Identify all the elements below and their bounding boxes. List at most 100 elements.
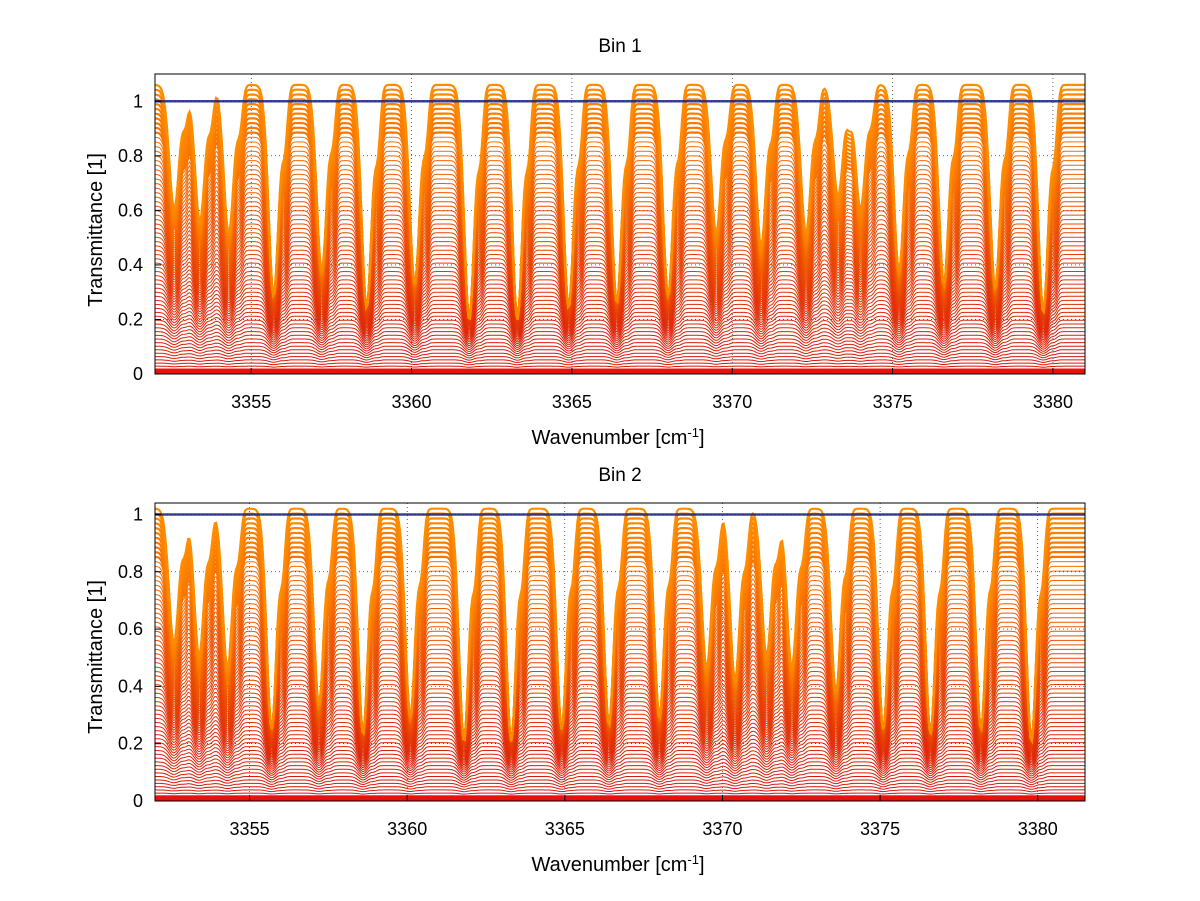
transmittance-curve	[155, 709, 1085, 754]
transmittance-curve	[155, 303, 1085, 335]
transmittance-curve	[155, 287, 1085, 330]
y-tick-label: 0.8	[118, 562, 143, 582]
transmittance-curve	[155, 789, 1085, 793]
transmittance-curve	[155, 323, 1085, 343]
x-tick-label: 3355	[231, 392, 271, 412]
transmittance-curve	[155, 327, 1085, 345]
transmittance-curves	[154, 507, 1085, 801]
transmittance-curve	[155, 717, 1085, 757]
transmittance-curve	[155, 705, 1085, 753]
transmittance-curve	[155, 750, 1085, 769]
chart-title-bin-2: Bin 2	[598, 465, 641, 486]
transmittance-curve	[155, 779, 1085, 786]
transmittance-curve	[154, 653, 1085, 743]
transmittance-curve	[155, 792, 1085, 795]
x-axis-label-bin-1: Wavenumber [cm-1]	[531, 425, 704, 450]
transmittance-curve	[155, 722, 1085, 758]
transmittance-curve	[155, 299, 1085, 334]
x-axis-label-base-bin-1: Wavenumber [cm	[531, 427, 687, 449]
x-tick-label: 3380	[1018, 819, 1058, 839]
transmittance-curve	[155, 746, 1085, 768]
transmittance-curve	[155, 295, 1085, 332]
x-axis-label-sup-bin-1: -1	[687, 425, 699, 440]
transmittance-curve	[155, 776, 1085, 783]
transmittance-curve	[155, 692, 1085, 750]
x-tick-label: 3365	[545, 819, 585, 839]
transmittance-curve	[155, 349, 1085, 357]
x-tick-label: 3370	[702, 819, 742, 839]
transmittance-curve	[155, 345, 1085, 355]
x-tick-label: 3365	[552, 392, 592, 412]
transmittance-curve	[155, 356, 1085, 361]
y-tick-label: 0	[133, 791, 143, 811]
transmittance-curve	[155, 362, 1085, 366]
x-axis-label-close-bin-2: ]	[699, 854, 705, 876]
x-tick-label: 3375	[860, 819, 900, 839]
y-tick-label: 0.8	[118, 146, 143, 166]
y-tick-label: 0.4	[118, 676, 143, 696]
y-tick-label: 0.2	[118, 734, 143, 754]
transmittance-curve	[155, 757, 1085, 773]
transmittance-curve	[155, 319, 1085, 341]
transmittance-curve	[155, 701, 1085, 752]
transmittance-curve	[155, 338, 1085, 350]
transmittance-curve	[155, 688, 1085, 749]
transmittance-curve	[155, 734, 1085, 763]
x-tick-label: 3360	[392, 392, 432, 412]
x-tick-label: 3375	[873, 392, 913, 412]
x-axis-label-base-bin-2: Wavenumber [cm	[531, 854, 687, 876]
chart-panel-bin-1: Bin 1 0 0.2 0.4 0.6 0.8 1 3355 3360 3365 3370 3375…	[85, 36, 1086, 450]
x-tick-label: 3360	[387, 819, 427, 839]
transmittance-curve	[155, 772, 1085, 781]
transmittance-curve	[155, 768, 1085, 779]
y-tick-label: 0.4	[118, 255, 143, 275]
transmittance-curve	[155, 753, 1085, 771]
transmittance-curve	[155, 782, 1085, 788]
transmittance-curve	[154, 679, 1085, 747]
y-tick-label: 1	[133, 91, 143, 111]
x-axis-label-close-bin-1: ]	[699, 427, 705, 449]
transmittance-curve	[154, 696, 1085, 751]
y-axis-label-bin-2: Transmittance [1]	[85, 580, 107, 734]
y-tick-label: 1	[133, 504, 143, 524]
axes-frame	[154, 73, 1086, 375]
transmittance-curve	[155, 761, 1085, 775]
transmittance-curve	[155, 331, 1085, 347]
x-axis-label-bin-2: Wavenumber [cm-1]	[531, 852, 704, 877]
transmittance-curve	[154, 742, 1085, 766]
plot-area-bin-2: 0 0.2 0.4 0.6 0.8 1 3355 3360 3365 3370 3375 3380	[118, 502, 1086, 839]
transmittance-curve	[154, 671, 1085, 746]
transmittance-curve	[155, 365, 1085, 368]
transmittance-curve	[155, 730, 1085, 761]
saturated-band	[155, 795, 1085, 801]
transmittance-curve	[155, 315, 1085, 340]
chart-title-bin-1: Bin 1	[598, 36, 641, 57]
transmittance-curve	[155, 352, 1085, 359]
transmittance-curve	[155, 359, 1085, 364]
y-axis-label-bin-1: Transmittance [1]	[85, 153, 107, 307]
x-tick-label: 3380	[1033, 392, 1073, 412]
axes-frame	[154, 502, 1086, 802]
transmittance-curve	[154, 666, 1085, 745]
transmittance-curve	[155, 684, 1085, 748]
y-tick-label: 0.6	[118, 619, 143, 639]
transmittance-curve	[155, 342, 1085, 353]
transmittance-curve	[154, 83, 1085, 321]
transmittance-curve	[155, 786, 1085, 790]
saturated-band	[155, 368, 1085, 374]
transmittance-curve	[155, 334, 1085, 349]
y-tick-label: 0.2	[118, 309, 143, 329]
plot-area-bin-1: 0 0.2 0.4 0.6 0.8 1 3355 3360 3365 3370 3375 3380	[118, 73, 1086, 412]
transmittance-curve	[155, 765, 1085, 777]
transmittance-curve	[155, 307, 1085, 337]
transmittance-curve	[155, 726, 1085, 760]
transmittance-curve	[155, 675, 1085, 747]
transmittance-curve	[154, 662, 1085, 745]
y-tick-label: 0.6	[118, 200, 143, 220]
x-tick-label: 3355	[230, 819, 270, 839]
x-tick-label: 3370	[712, 392, 752, 412]
transmittance-curve	[154, 507, 1085, 745]
transmittance-curve	[155, 738, 1085, 764]
y-tick-label: 0	[133, 364, 143, 384]
